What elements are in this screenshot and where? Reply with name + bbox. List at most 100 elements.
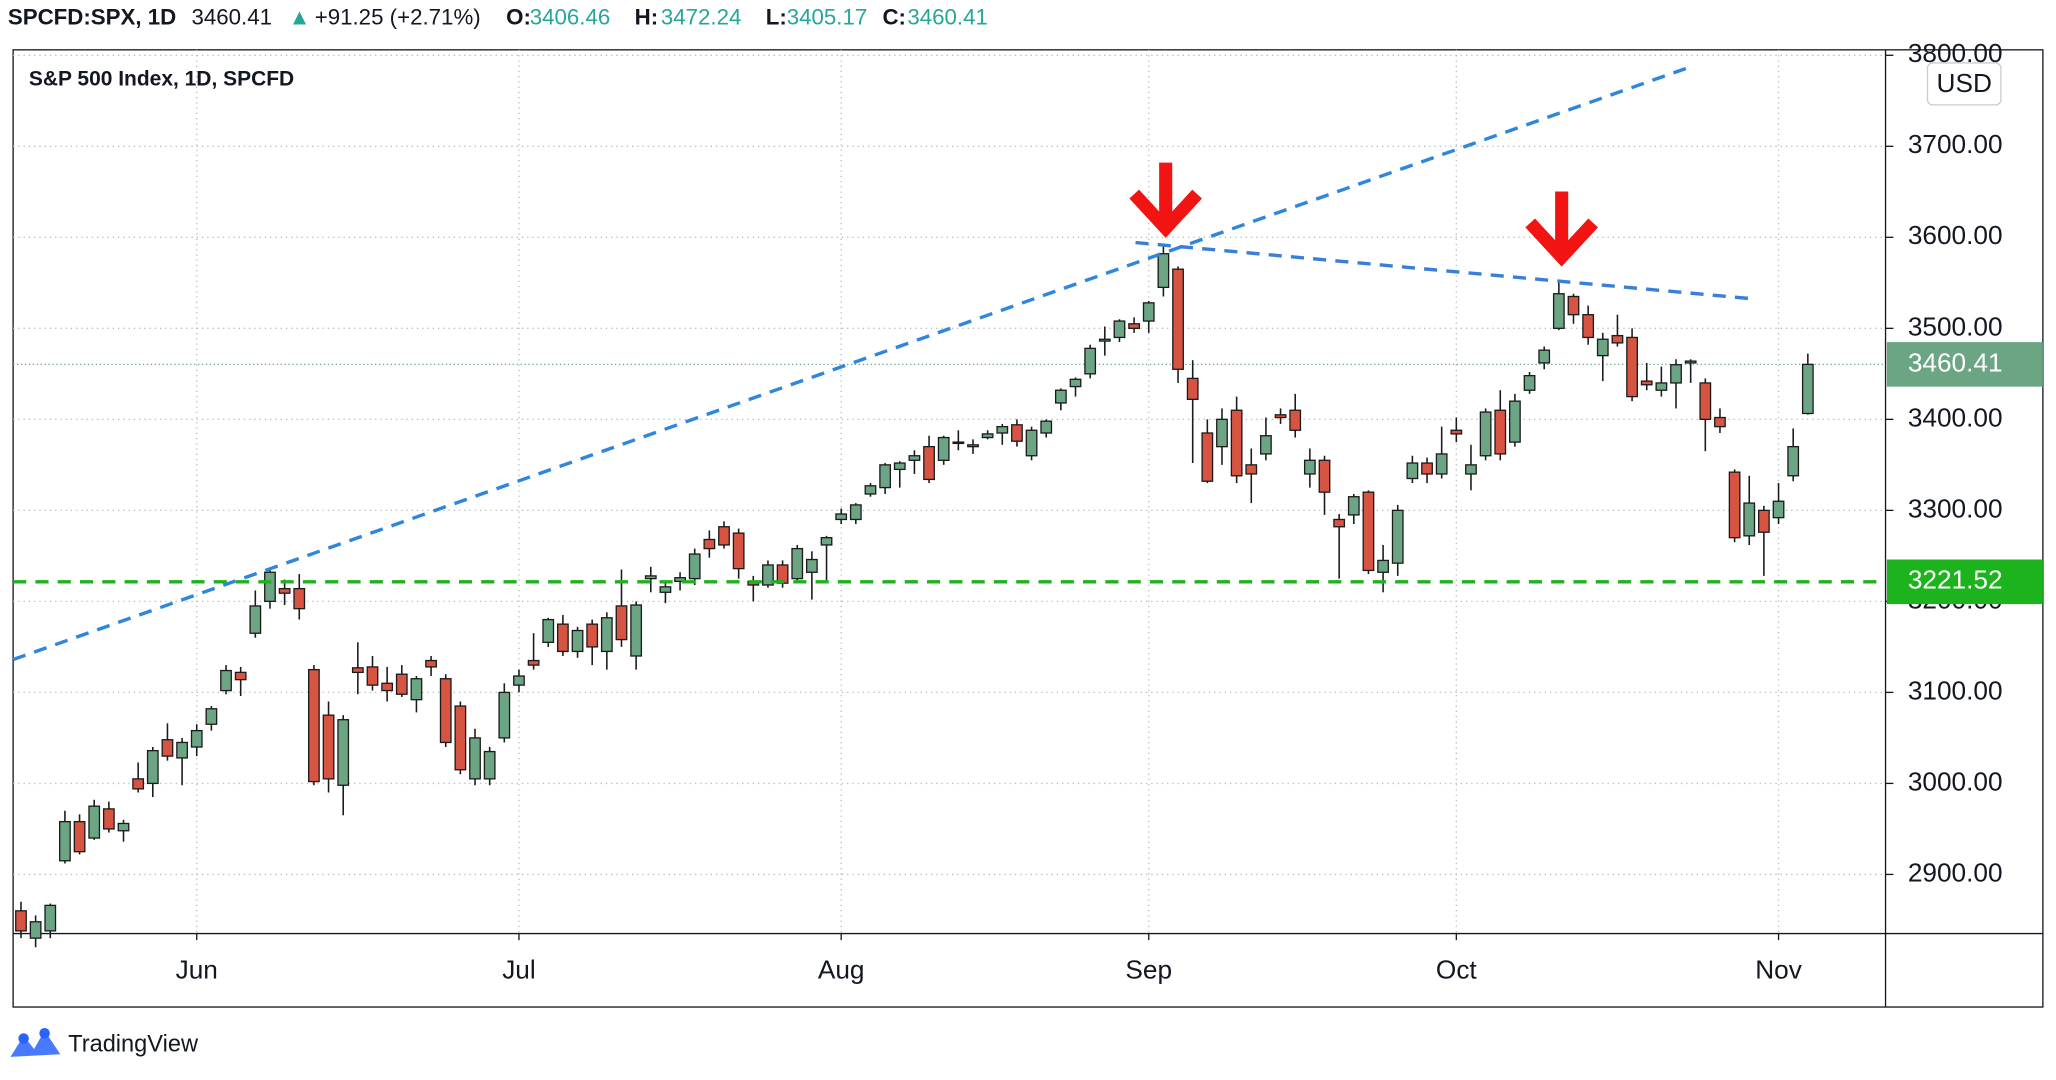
candle-body	[1303, 459, 1316, 475]
arrow	[1525, 191, 1598, 267]
candle-body	[264, 571, 276, 603]
candle-body	[1142, 302, 1155, 322]
candle-body	[996, 425, 1009, 434]
candle-body	[571, 629, 584, 653]
candle-body	[1201, 432, 1214, 482]
candle-body	[600, 617, 613, 653]
arrow	[1129, 162, 1202, 238]
candle-body	[1260, 435, 1272, 455]
candle-body	[190, 729, 203, 748]
candle-body	[1787, 445, 1800, 477]
candle-body	[1040, 420, 1053, 434]
candle-body	[1289, 409, 1302, 431]
candle-body	[1421, 462, 1433, 475]
y-tick-label: 3300.00	[1908, 493, 2003, 523]
candle-body	[1640, 380, 1653, 386]
candle-body	[1347, 496, 1360, 516]
candle-body	[1801, 363, 1814, 415]
candle-body	[351, 667, 364, 674]
candle-body	[395, 673, 408, 695]
candle-body	[1391, 509, 1404, 564]
candle-body	[117, 822, 130, 832]
candle-body	[1684, 360, 1697, 364]
candle-body	[864, 485, 877, 495]
brand: TradingView	[68, 1031, 199, 1057]
candle-body	[1128, 323, 1141, 329]
candle-body	[1230, 409, 1243, 477]
candle-body	[937, 436, 950, 461]
change: +91.25 (+2.71%)	[315, 4, 481, 29]
last-price: 3460.41	[191, 4, 272, 29]
candle-body	[805, 558, 818, 573]
candle-body	[1626, 336, 1638, 398]
candle-body	[1113, 320, 1126, 339]
candle-body	[1509, 400, 1521, 443]
candles	[13, 246, 1886, 948]
candle-body	[732, 532, 745, 570]
candle-body	[454, 705, 467, 771]
y-tick-label: 3000.00	[1908, 766, 2003, 796]
candle-body	[1728, 471, 1741, 539]
close-value: 3460.41	[907, 4, 988, 29]
open-value: 3406.46	[530, 4, 611, 29]
candle-body	[1216, 418, 1228, 448]
candle-body	[1406, 462, 1419, 480]
candle-body	[1333, 518, 1346, 528]
candle-body	[1538, 349, 1551, 364]
candle-body	[1157, 253, 1170, 289]
candle-body	[29, 921, 42, 939]
candle-body	[161, 739, 174, 757]
rising-trendline	[12, 63, 1695, 662]
candle-body	[146, 749, 159, 785]
candle-body	[1611, 334, 1624, 344]
x-tick-label: Jun	[176, 955, 218, 985]
y-tick-label: 3400.00	[1908, 402, 2003, 432]
candle-body	[1098, 338, 1111, 342]
candle-body	[132, 778, 145, 790]
open-label: O:	[506, 4, 531, 29]
candle-body	[1567, 295, 1580, 316]
candle-body	[849, 504, 862, 521]
candle-body	[688, 553, 701, 580]
candle-body	[586, 623, 599, 648]
candle-body	[249, 605, 262, 634]
candle-body	[718, 526, 730, 546]
candle-body	[425, 659, 437, 668]
candle-body	[1757, 509, 1770, 533]
x-tick-label: Oct	[1436, 955, 1478, 985]
candle-body	[15, 910, 27, 932]
candle-body	[1084, 347, 1097, 375]
candle-body	[674, 577, 686, 583]
candle-body	[1743, 502, 1756, 537]
x-tick-label: Jul	[502, 955, 536, 985]
candle-body	[1172, 268, 1184, 370]
candle-body	[1069, 378, 1082, 388]
candle-body	[791, 547, 804, 580]
candle-body	[1772, 500, 1785, 519]
candle-body	[630, 604, 643, 657]
candle-body	[1245, 464, 1258, 475]
candle-body	[513, 675, 525, 686]
currency-box	[1926, 62, 2002, 106]
candle-body	[73, 820, 86, 853]
candle-body	[381, 682, 394, 692]
candle-body	[556, 623, 569, 653]
candle-body	[1450, 429, 1463, 435]
candle-body	[308, 668, 320, 783]
candle-body	[762, 564, 774, 586]
candle-body	[1362, 491, 1375, 572]
candle-body	[1054, 389, 1067, 404]
candle-body	[923, 445, 935, 481]
y-tick-label: 3100.00	[1908, 675, 2003, 705]
candle-body	[981, 433, 994, 439]
support-tag	[1886, 559, 2043, 605]
candle-body	[483, 750, 496, 780]
candle-body	[908, 455, 921, 461]
candle-body	[176, 741, 188, 759]
last-price-label: 3460.41	[1908, 347, 2003, 377]
y-tick-label: 3600.00	[1908, 220, 2003, 250]
candle-body	[879, 464, 892, 489]
